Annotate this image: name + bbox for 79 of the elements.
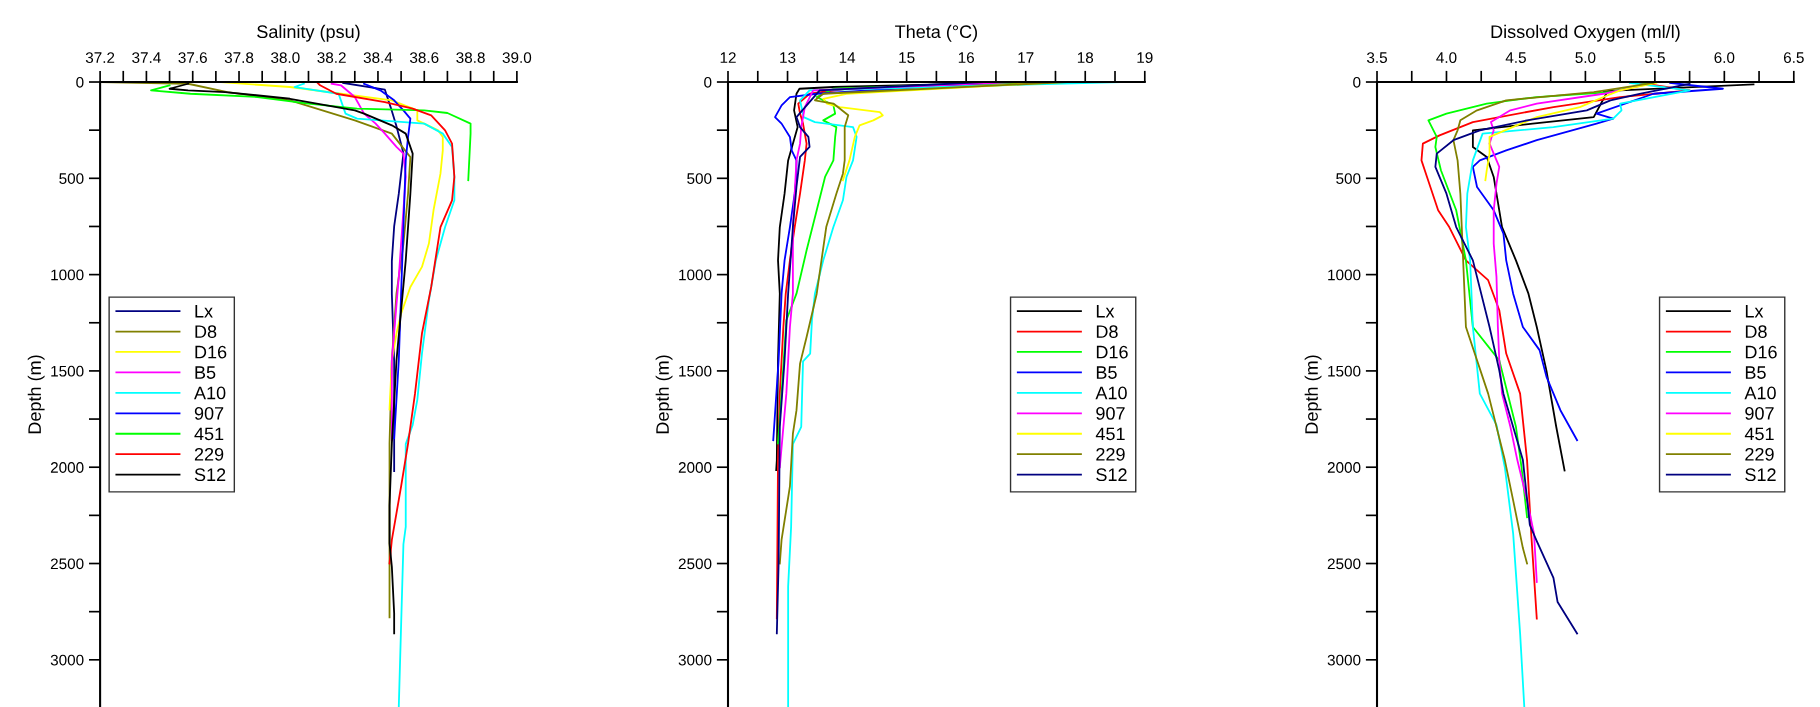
y-tick-label: 0 bbox=[704, 76, 712, 88]
legend-label: 229 bbox=[194, 447, 224, 461]
legend-label: D16 bbox=[1096, 345, 1128, 359]
legend-label: Lx bbox=[195, 304, 213, 318]
legend-label: D16 bbox=[195, 345, 227, 359]
y-tick-label: 1500 bbox=[679, 365, 712, 377]
y-tick-label: 2500 bbox=[50, 558, 84, 570]
legend-label: 451 bbox=[194, 427, 224, 441]
x-tick-label: 37.2 bbox=[85, 52, 115, 64]
legend-label: Lx bbox=[1096, 304, 1115, 318]
y-tick-label: 3000 bbox=[678, 654, 712, 666]
legend-label: A10 bbox=[1095, 386, 1127, 400]
x-tick-label: 16 bbox=[958, 52, 974, 64]
y-tick-label: 2000 bbox=[1327, 462, 1361, 473]
legend-label: D8 bbox=[1745, 325, 1767, 339]
legend-label: 907 bbox=[1745, 407, 1774, 420]
legend-label: S12 bbox=[194, 468, 226, 482]
legend-label: D16 bbox=[1745, 345, 1777, 359]
x-axis-title: Dissolved Oxygen (ml/l) bbox=[1491, 24, 1680, 42]
x-tick-label: 17 bbox=[1018, 52, 1034, 63]
x-tick-label: 37.6 bbox=[178, 52, 207, 64]
y-tick-label: 2500 bbox=[1327, 558, 1361, 570]
x-tick-label: 15 bbox=[899, 52, 915, 64]
legend-label: 451 bbox=[1744, 427, 1774, 441]
x-tick-label: 38.8 bbox=[456, 52, 485, 64]
x-tick-label: 37.8 bbox=[224, 52, 254, 64]
y-tick-label: 2500 bbox=[678, 558, 712, 570]
y-tick-label: 2000 bbox=[50, 462, 84, 473]
x-tick-label: 13 bbox=[780, 52, 796, 64]
legend-label: D8 bbox=[195, 325, 217, 339]
legend-label: D8 bbox=[1096, 325, 1118, 339]
legend-label: 229 bbox=[1096, 447, 1125, 461]
x-tick-label: 38.2 bbox=[317, 52, 346, 64]
legend-label: S12 bbox=[1096, 468, 1127, 482]
legend-label: 451 bbox=[1095, 427, 1125, 441]
y-tick-label: 0 bbox=[1353, 76, 1361, 88]
x-tick-label: 4.5 bbox=[1505, 52, 1526, 64]
x-axis-title: Salinity (psu) bbox=[257, 24, 360, 42]
x-tick-label: 12 bbox=[720, 52, 736, 63]
legend-label: B5 bbox=[195, 366, 216, 379]
x-tick-label: 5.5 bbox=[1644, 52, 1665, 64]
x-tick-label: 39.0 bbox=[502, 52, 532, 64]
legend-label: B5 bbox=[1096, 366, 1117, 379]
y-tick-label: 500 bbox=[687, 173, 712, 184]
x-tick-label: 4.0 bbox=[1436, 52, 1457, 64]
y-tick-label: 3000 bbox=[1327, 654, 1361, 666]
x-tick-label: 6.0 bbox=[1714, 52, 1735, 64]
x-tick-label: 6.5 bbox=[1783, 52, 1804, 64]
y-tick-label: 3000 bbox=[50, 654, 84, 666]
legend-label: 229 bbox=[1745, 447, 1774, 461]
x-axis-title: Theta (°C) bbox=[895, 24, 978, 42]
legend-label: 907 bbox=[1096, 407, 1125, 420]
x-tick-label: 14 bbox=[839, 52, 856, 63]
y-tick-label: 2000 bbox=[678, 462, 712, 473]
x-tick-label: 37.4 bbox=[132, 52, 161, 64]
legend-label: S12 bbox=[1745, 468, 1776, 482]
y-tick-label: 1500 bbox=[51, 365, 84, 377]
x-tick-label: 3.5 bbox=[1366, 52, 1387, 64]
x-tick-label: 19 bbox=[1137, 52, 1153, 64]
x-tick-label: 5.0 bbox=[1575, 52, 1596, 64]
y-tick-label: 1000 bbox=[1328, 269, 1361, 281]
y-tick-label: 500 bbox=[59, 173, 84, 184]
y-axis-title: Depth (m) bbox=[1304, 355, 1322, 434]
legend-label: A10 bbox=[194, 386, 226, 400]
legend-label: A10 bbox=[1744, 386, 1776, 400]
y-tick-label: 1000 bbox=[679, 269, 712, 281]
x-tick-label: 38.6 bbox=[409, 52, 439, 64]
y-tick-label: 500 bbox=[1336, 173, 1361, 184]
y-tick-label: 0 bbox=[76, 76, 84, 88]
y-axis-title: Depth (m) bbox=[655, 355, 673, 434]
x-tick-label: 38.4 bbox=[363, 52, 393, 64]
y-tick-label: 1000 bbox=[51, 269, 84, 281]
x-tick-label: 18 bbox=[1077, 52, 1094, 64]
y-tick-label: 1500 bbox=[1328, 365, 1361, 377]
y-axis-title: Depth (m) bbox=[27, 355, 45, 434]
legend-label: B5 bbox=[1745, 366, 1766, 379]
x-tick-label: 38.0 bbox=[271, 52, 300, 64]
legend-label: 907 bbox=[194, 407, 224, 420]
legend-label: Lx bbox=[1745, 304, 1764, 318]
